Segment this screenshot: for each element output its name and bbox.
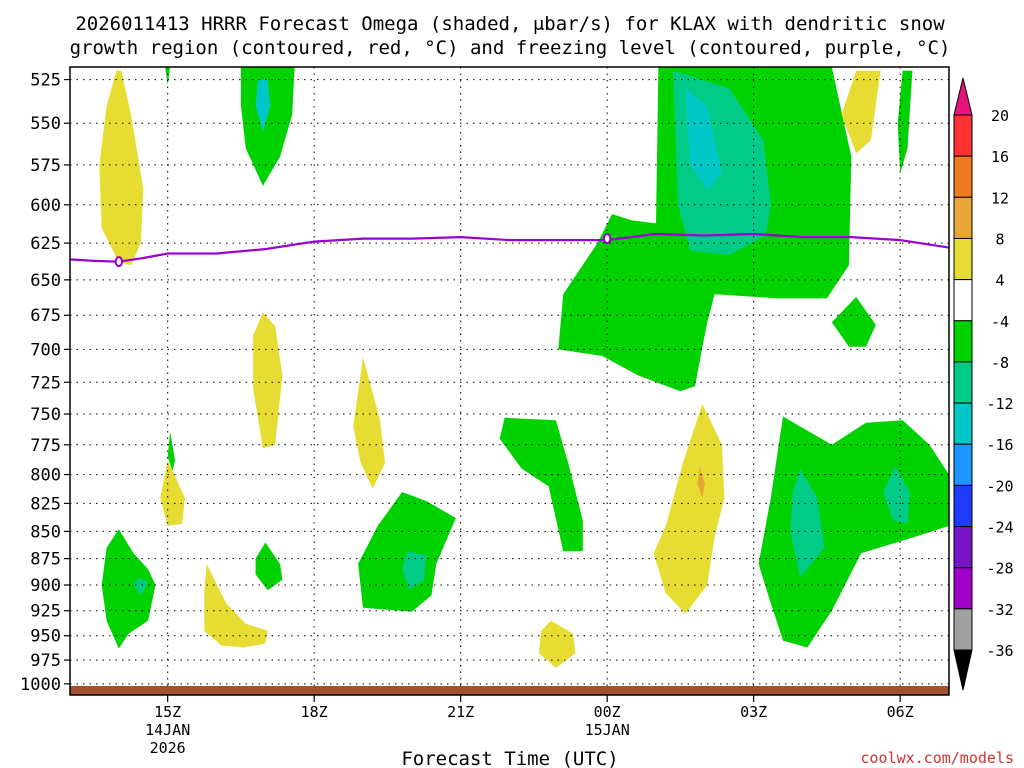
colorbar-level-7: -12 <box>986 395 1013 413</box>
chart-title-line-1: 2026011413 HRRR Forecast Omega (shaded, … <box>75 13 945 35</box>
y-tick-label-975: 975 <box>30 651 61 671</box>
x-tick-label-27-0: 03Z <box>740 703 767 721</box>
colorbar-level-13: -36 <box>986 642 1013 660</box>
y-axis-pressure-ticks: 525 550 575 600 625 650 675 700 725 750 775 800 825 8… <box>20 71 70 695</box>
omega-shading-layer <box>99 67 949 668</box>
omega-region-22 <box>653 404 725 614</box>
x-tick-label-21-0: 21Z <box>447 703 474 721</box>
y-tick-label-750: 750 <box>30 405 61 425</box>
colorbar-bin-0 <box>953 114 973 157</box>
omega-region-20 <box>897 70 913 173</box>
credit-text[interactable]: coolwx.com/models <box>860 749 1014 767</box>
omega-region-19 <box>841 70 881 154</box>
colorbar: 20 16 12 8 4 -4 -8 -12 -16 -20 -24 -28 -32 -36 <box>953 77 1014 691</box>
omega-region-6 <box>160 460 185 526</box>
y-tick-label-850: 850 <box>30 522 61 542</box>
colorbar-level-10: -24 <box>986 519 1013 537</box>
omega-region-25 <box>790 468 825 578</box>
omega-region-13 <box>402 551 427 591</box>
y-tick-label-600: 600 <box>30 196 61 216</box>
colorbar-level-8: -16 <box>986 436 1013 454</box>
colorbar-level-6: -8 <box>991 354 1009 372</box>
omega-region-26 <box>883 466 910 524</box>
colorbar-bin-2 <box>953 196 973 239</box>
y-tick-label-950: 950 <box>30 627 61 647</box>
x-tick-label-15-1: 14JAN <box>145 721 190 739</box>
omega-region-8 <box>101 529 156 649</box>
colorbar-level-3: 8 <box>995 230 1004 248</box>
colorbar-level-1: 16 <box>991 148 1009 166</box>
y-tick-label-650: 650 <box>30 271 61 291</box>
colorbar-level-9: -20 <box>986 477 1013 495</box>
y-tick-label-700: 700 <box>30 340 61 360</box>
x-tick-label-24-1: 15JAN <box>585 721 630 739</box>
chart-title-line-2: growth region (contoured, red, °C) and f… <box>70 37 951 59</box>
omega-region-23 <box>697 466 705 498</box>
colorbar-bin-4 <box>953 279 973 322</box>
y-tick-label-550: 550 <box>30 114 61 134</box>
colorbar-level-12: -32 <box>986 601 1013 619</box>
y-tick-label-825: 825 <box>30 494 61 514</box>
x-tick-label-18-0: 18Z <box>301 703 328 721</box>
omega-region-7 <box>167 431 175 471</box>
y-tick-label-725: 725 <box>30 373 61 393</box>
y-tick-label-675: 675 <box>30 306 61 326</box>
freezing-level-label-0 <box>114 256 124 268</box>
colorbar-level-11: -28 <box>986 560 1013 578</box>
freezing-level-label-1 <box>602 233 612 245</box>
x-tick-label-30-0: 06Z <box>887 703 914 721</box>
colorbar-bin-7 <box>953 402 973 445</box>
colorbar-under-arrow <box>953 649 973 691</box>
colorbar-bin-3 <box>953 237 973 281</box>
omega-region-5 <box>353 357 385 489</box>
omega-region-10 <box>204 563 268 648</box>
x-tick-label-15-2: 2026 <box>150 739 186 757</box>
colorbar-bin-12 <box>953 608 973 651</box>
omega-region-2 <box>240 67 295 186</box>
omega-region-18 <box>685 88 722 189</box>
omega-region-14 <box>499 417 583 552</box>
x-tick-label-15-0: 15Z <box>154 703 181 721</box>
y-tick-label-900: 900 <box>30 576 61 596</box>
omega-region-0 <box>99 70 144 266</box>
x-axis-label: Forecast Time (UTC) <box>401 748 618 768</box>
y-tick-label-800: 800 <box>30 466 61 486</box>
y-tick-label-925: 925 <box>30 602 61 622</box>
colorbar-bin-8 <box>953 443 973 486</box>
ground-surface <box>70 686 949 695</box>
freezing-level-line <box>70 232 949 263</box>
omega-region-21 <box>831 297 876 347</box>
y-tick-label-875: 875 <box>30 550 61 570</box>
colorbar-level-4: 4 <box>995 272 1004 290</box>
gridlines <box>70 67 949 695</box>
y-tick-label-775: 775 <box>30 436 61 456</box>
y-tick-label-1000: 1000 <box>20 675 61 695</box>
colorbar-level-5: -4 <box>991 313 1009 331</box>
colorbar-bin-11 <box>953 567 973 610</box>
colorbar-bin-9 <box>953 484 973 528</box>
omega-region-9 <box>133 577 149 596</box>
colorbar-bin-1 <box>953 155 973 198</box>
colorbar-bin-10 <box>953 526 973 569</box>
x-tick-label-24-0: 00Z <box>594 703 621 721</box>
omega-region-3 <box>255 79 271 132</box>
colorbar-bin-5 <box>953 320 973 363</box>
colorbar-level-2: 12 <box>991 189 1009 207</box>
y-tick-label-525: 525 <box>30 71 61 91</box>
omega-region-11 <box>255 542 283 591</box>
y-tick-label-575: 575 <box>30 156 61 176</box>
freezing-level-layer <box>70 232 949 268</box>
colorbar-level-0: 20 <box>991 107 1009 125</box>
omega-region-1 <box>165 67 171 85</box>
plot-frame <box>69 66 950 696</box>
omega-region-24 <box>758 416 949 648</box>
omega-region-4 <box>253 312 283 449</box>
colorbar-bin-6 <box>953 361 973 404</box>
y-tick-label-625: 625 <box>30 234 61 254</box>
omega-region-15 <box>538 620 576 668</box>
